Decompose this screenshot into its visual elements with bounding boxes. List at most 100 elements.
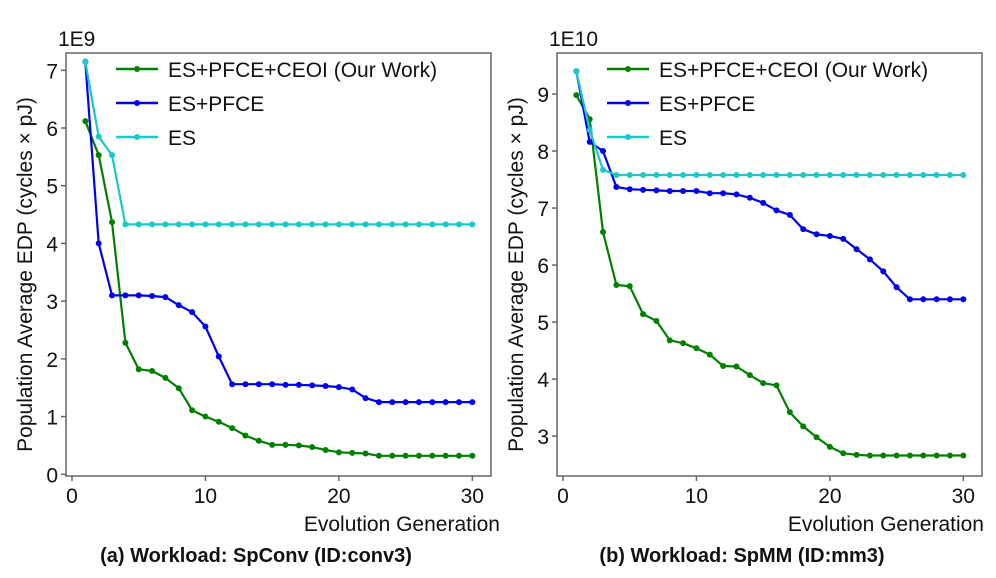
data-point-a-2 xyxy=(135,221,142,228)
data-point-a-1 xyxy=(95,240,102,247)
data-point-b-0 xyxy=(826,443,833,450)
data-point-a-1 xyxy=(189,309,196,316)
data-point-b-2 xyxy=(920,171,927,178)
data-point-b-1 xyxy=(920,296,927,303)
data-point-a-0 xyxy=(442,452,449,459)
data-point-a-0 xyxy=(322,447,329,454)
data-point-a-2 xyxy=(402,221,409,228)
data-point-b-1 xyxy=(853,246,860,253)
y-axis-label-a: Population Average EDP (cycles × pJ) xyxy=(14,97,37,452)
data-point-b-1 xyxy=(906,296,913,303)
data-point-b-2 xyxy=(893,171,900,178)
data-point-a-2 xyxy=(255,221,262,228)
x-tick-label-a: 30 xyxy=(461,485,484,508)
data-point-b-1 xyxy=(746,194,753,201)
data-point-a-0 xyxy=(255,437,262,444)
y-tick-label-a: 2 xyxy=(46,349,58,372)
data-point-a-1 xyxy=(309,382,316,389)
data-point-a-2 xyxy=(375,221,382,228)
data-point-b-0 xyxy=(626,283,633,290)
data-point-a-1 xyxy=(429,399,436,406)
legend-marker-0 xyxy=(625,66,631,72)
data-point-a-0 xyxy=(175,385,182,392)
data-point-b-0 xyxy=(600,229,607,236)
data-point-a-1 xyxy=(455,399,462,406)
data-point-b-1 xyxy=(666,187,673,194)
y-tick-label-b: 5 xyxy=(537,312,549,335)
data-point-b-1 xyxy=(626,186,633,193)
data-point-b-1 xyxy=(693,187,700,194)
series-line-a-2 xyxy=(84,61,473,226)
data-point-a-1 xyxy=(162,294,169,301)
data-point-a-2 xyxy=(162,221,169,228)
y-tick-label-b: 7 xyxy=(537,198,549,221)
data-point-a-2 xyxy=(429,221,436,228)
data-point-b-1 xyxy=(706,190,713,197)
legend-label-0: ES+PFCE+CEOI (Our Work) xyxy=(659,59,928,82)
data-point-a-1 xyxy=(229,381,236,388)
data-point-b-2 xyxy=(933,171,940,178)
data-point-a-0 xyxy=(109,219,116,226)
data-point-b-0 xyxy=(933,452,940,459)
data-point-b-1 xyxy=(640,186,647,193)
data-point-a-1 xyxy=(402,399,409,406)
data-point-b-1 xyxy=(600,148,607,155)
data-point-b-1 xyxy=(960,296,967,303)
data-point-b-2 xyxy=(906,171,913,178)
data-point-a-1 xyxy=(109,292,116,299)
legend-b: ES+PFCE+CEOI (Our Work) ES+PFCE ES xyxy=(607,59,928,150)
data-point-b-2 xyxy=(746,171,753,178)
data-point-a-0 xyxy=(335,449,342,456)
y-tick-label-a: 3 xyxy=(46,291,58,314)
data-point-a-1 xyxy=(469,399,476,406)
series-line-b-1 xyxy=(575,70,964,301)
y-tick-label-b: 3 xyxy=(537,426,549,449)
data-point-b-2 xyxy=(600,166,607,173)
data-point-b-0 xyxy=(773,382,780,389)
data-point-a-0 xyxy=(349,449,356,456)
data-point-a-0 xyxy=(469,452,476,459)
data-point-a-2 xyxy=(469,221,476,228)
data-point-a-2 xyxy=(322,221,329,228)
data-point-a-0 xyxy=(215,418,222,425)
data-point-b-1 xyxy=(880,268,887,275)
data-point-a-2 xyxy=(295,221,302,228)
data-point-b-2 xyxy=(720,171,727,178)
data-point-a-0 xyxy=(135,366,142,373)
legend-label-1: ES+PFCE xyxy=(659,93,755,116)
data-point-b-0 xyxy=(946,452,953,459)
data-point-b-2 xyxy=(853,171,860,178)
data-point-b-2 xyxy=(946,171,953,178)
data-point-b-1 xyxy=(720,190,727,197)
data-point-a-1 xyxy=(389,399,396,406)
data-point-a-0 xyxy=(122,339,129,346)
x-tick-label-a: 20 xyxy=(327,485,350,508)
data-point-b-2 xyxy=(813,171,820,178)
data-point-a-2 xyxy=(362,221,369,228)
y-tick-label-b: 8 xyxy=(537,141,549,164)
data-point-a-0 xyxy=(162,374,169,381)
data-point-b-2 xyxy=(640,171,647,178)
data-point-b-0 xyxy=(800,423,807,430)
data-point-b-0 xyxy=(573,92,580,99)
data-point-a-2 xyxy=(455,221,462,228)
data-point-b-0 xyxy=(960,452,967,459)
data-point-a-2 xyxy=(335,221,342,228)
data-point-b-1 xyxy=(840,235,847,242)
data-point-a-0 xyxy=(295,442,302,449)
data-point-a-2 xyxy=(389,221,396,228)
data-point-a-0 xyxy=(429,452,436,459)
x-tick-label-b: 20 xyxy=(818,485,841,508)
x-tick-label-b: 10 xyxy=(685,485,708,508)
legend-marker-1 xyxy=(134,100,140,106)
data-point-a-0 xyxy=(455,452,462,459)
data-point-b-0 xyxy=(640,311,647,318)
y-tick-label-a: 1 xyxy=(46,407,58,430)
data-point-b-2 xyxy=(840,171,847,178)
data-point-a-0 xyxy=(375,452,382,459)
data-point-b-1 xyxy=(893,284,900,291)
x-tick-label-a: 10 xyxy=(194,485,217,508)
y-tick-label-b: 6 xyxy=(537,255,549,278)
data-point-a-2 xyxy=(242,221,249,228)
data-point-b-1 xyxy=(733,191,740,198)
